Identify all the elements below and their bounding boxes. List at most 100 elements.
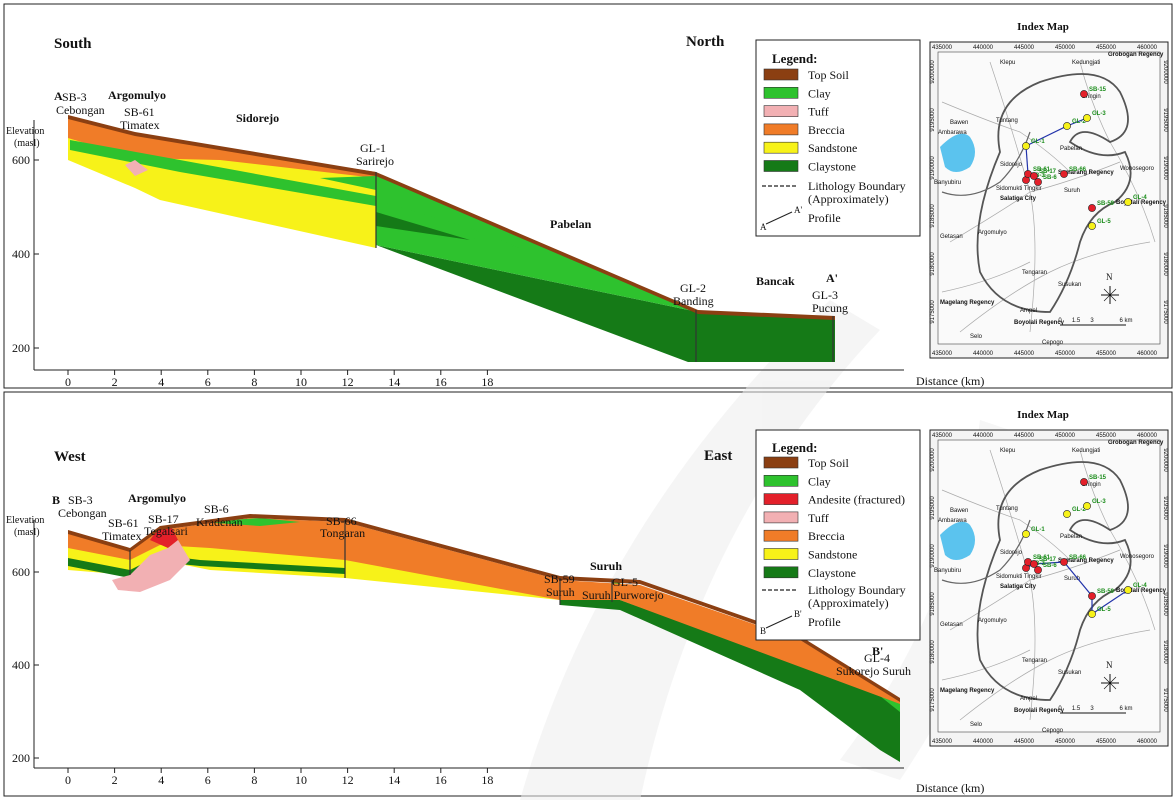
- map-regency-boundary: [976, 461, 1132, 701]
- map-place-label: Bringin: [1082, 94, 1101, 100]
- map-place-label: Semarang Regency: [1058, 170, 1114, 176]
- north-arrow-icon: [1101, 674, 1119, 692]
- map-northing-label: 9175000: [930, 688, 936, 712]
- map-well-label: SB-6: [1043, 175, 1057, 181]
- bottom-x-ticks: 0 2 4 6 8 10 12 14 16 18: [65, 768, 493, 787]
- top-place: Pabelan: [550, 217, 592, 231]
- y-tick-label: 400: [12, 247, 30, 261]
- map-place-label: Kedungjati: [1072, 60, 1100, 66]
- map-place-label: Sidorejo: [1000, 162, 1023, 168]
- top-tuff-lens: [125, 160, 148, 176]
- bottom-legend-items: Top Soil Clay Andesite (fractured) Tuff Brec…: [763, 456, 905, 580]
- map-well-marker: [1124, 586, 1132, 594]
- map-place-label: Pabelan: [1060, 534, 1082, 540]
- map-well-marker: [1030, 560, 1038, 568]
- map-place-label: Ampel: [1020, 308, 1037, 314]
- x-tick-label: 10: [295, 773, 307, 787]
- top-place: Sidorejo: [236, 111, 279, 125]
- x-tick-label: 2: [112, 375, 118, 389]
- map-well-marker: [1088, 592, 1096, 600]
- map-place-label: Grobogan Regency: [1108, 52, 1164, 58]
- map-place-label: Boyolali Regency: [1014, 320, 1065, 326]
- legend-label: Andesite (fractured): [808, 493, 905, 507]
- legend-swatch: [763, 123, 799, 136]
- bottom-legend: Legend: Top Soil Clay Andesite (fractured)…: [755, 429, 921, 641]
- map-scale-label: 3: [1090, 318, 1094, 324]
- map-scale-label: 0: [1058, 706, 1062, 712]
- top-well-site: Banding: [673, 294, 714, 308]
- bottom-section: West East B B' SB-3 Cebongan SB-61 Timat…: [6, 429, 984, 795]
- legend-swatch: [763, 529, 799, 542]
- map-easting-label: 435000: [932, 433, 953, 439]
- map-well-label: GL-4: [1133, 583, 1147, 589]
- map-place-label: Bawen: [950, 120, 968, 126]
- map-place-label: Susukan: [1058, 282, 1081, 288]
- map-place-label: Salatiga City: [1000, 584, 1037, 590]
- map-place-label: Boyolali Regency: [1116, 200, 1167, 206]
- map-well-label: SB-59: [1097, 589, 1115, 595]
- map-well-marker: [1083, 114, 1091, 122]
- top-well-name: GL-3: [812, 288, 838, 302]
- x-tick-label: 18: [481, 773, 493, 787]
- map-scale-label: 6 km: [1119, 706, 1132, 712]
- map-well-label: SB-66: [1069, 167, 1087, 173]
- map-northing-label: 9200000: [1162, 60, 1168, 84]
- bottom-well-name: GL-5: [612, 575, 638, 589]
- map-well-label: SB-17: [1039, 169, 1057, 175]
- top-point-start: A: [54, 89, 63, 103]
- map-place-label: Suruh: [1064, 188, 1080, 194]
- index-map-bottom: 435000 435000 440000 440000 445000 445000 4500…: [929, 429, 1169, 747]
- map-well-label: GL-2: [1072, 119, 1086, 125]
- y-tick-label: 200: [12, 751, 30, 765]
- top-claystone-layer: [376, 245, 835, 362]
- top-well-site: Pucung: [812, 301, 848, 315]
- bottom-profile-swatch: [765, 615, 793, 629]
- map-well-label: SB-59: [1097, 201, 1115, 207]
- top-place: Argomulyo: [108, 88, 166, 102]
- map-well-label: SB-3: [1031, 173, 1045, 179]
- top-profile-swatch: [765, 211, 793, 225]
- map-place-label: Bringin: [1082, 482, 1101, 488]
- bottom-y-axis-label: Elevation: [6, 515, 44, 526]
- x-tick-label: 18: [481, 375, 493, 389]
- top-legend-profile: Profile: [808, 211, 841, 225]
- top-well-name: SB-3: [62, 90, 87, 104]
- map-easting-label: 445000: [1014, 45, 1035, 51]
- y-tick-label: 600: [12, 565, 30, 579]
- legend-label: Sandstone: [808, 141, 857, 155]
- legend-swatch: [763, 141, 799, 154]
- map-easting-label: 460000: [1137, 739, 1158, 745]
- map-place-label: Klepu: [1000, 448, 1015, 454]
- bottom-well-site: Tongaran: [320, 526, 365, 540]
- map-road: [989, 61, 1036, 333]
- map-well-marker: [1080, 90, 1088, 98]
- legend-swatch: [763, 511, 799, 524]
- bottom-well-site: Timatex: [102, 529, 142, 543]
- map-northing-label: 9180000: [930, 640, 936, 664]
- map-road: [941, 101, 1071, 173]
- legend-swatch: [763, 456, 799, 469]
- top-well-name: SB-61: [124, 105, 155, 119]
- x-tick-label: 12: [342, 375, 354, 389]
- legend-swatch: [763, 548, 799, 560]
- map-north-label: N: [1106, 660, 1113, 670]
- bottom-place: Suruh: [590, 559, 622, 573]
- x-tick-label: 10: [295, 375, 307, 389]
- map-place-label: Tuntang: [996, 506, 1018, 512]
- legend-swatch: [763, 493, 799, 505]
- map-northing-label: 9195000: [930, 108, 936, 132]
- legend-label: Tuff: [808, 105, 829, 119]
- top-claystone-lens: [376, 212, 470, 240]
- map-northing-label: 9200000: [1162, 448, 1168, 472]
- map-place-label: Argomulyo: [978, 618, 1007, 624]
- x-tick-label: 8: [251, 773, 257, 787]
- map-place-label: Magelang Regency: [940, 300, 995, 306]
- map-place-label: Sidorejo: [1000, 550, 1023, 556]
- map-easting-label: 460000: [1137, 433, 1158, 439]
- map-road: [941, 489, 1071, 561]
- legend-label: Top Soil: [808, 456, 850, 470]
- map-well-label: GL-2: [1072, 507, 1086, 513]
- map-place-label: Boyolali Regency: [1116, 588, 1167, 594]
- top-well-name: GL-2: [680, 281, 706, 295]
- y-tick-label: 600: [12, 153, 30, 167]
